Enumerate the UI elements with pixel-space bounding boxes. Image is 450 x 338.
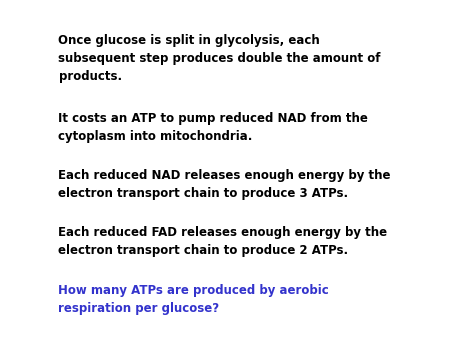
Text: It costs an ATP to pump reduced NAD from the
cytoplasm into mitochondria.: It costs an ATP to pump reduced NAD from… [58, 112, 369, 143]
Text: Each reduced FAD releases enough energy by the
electron transport chain to produ: Each reduced FAD releases enough energy … [58, 226, 387, 258]
Text: How many ATPs are produced by aerobic
respiration per glucose?: How many ATPs are produced by aerobic re… [58, 284, 329, 315]
Text: Once glucose is split in glycolysis, each
subsequent step produces double the am: Once glucose is split in glycolysis, eac… [58, 34, 381, 83]
Text: Each reduced NAD releases enough energy by the
electron transport chain to produ: Each reduced NAD releases enough energy … [58, 169, 391, 200]
